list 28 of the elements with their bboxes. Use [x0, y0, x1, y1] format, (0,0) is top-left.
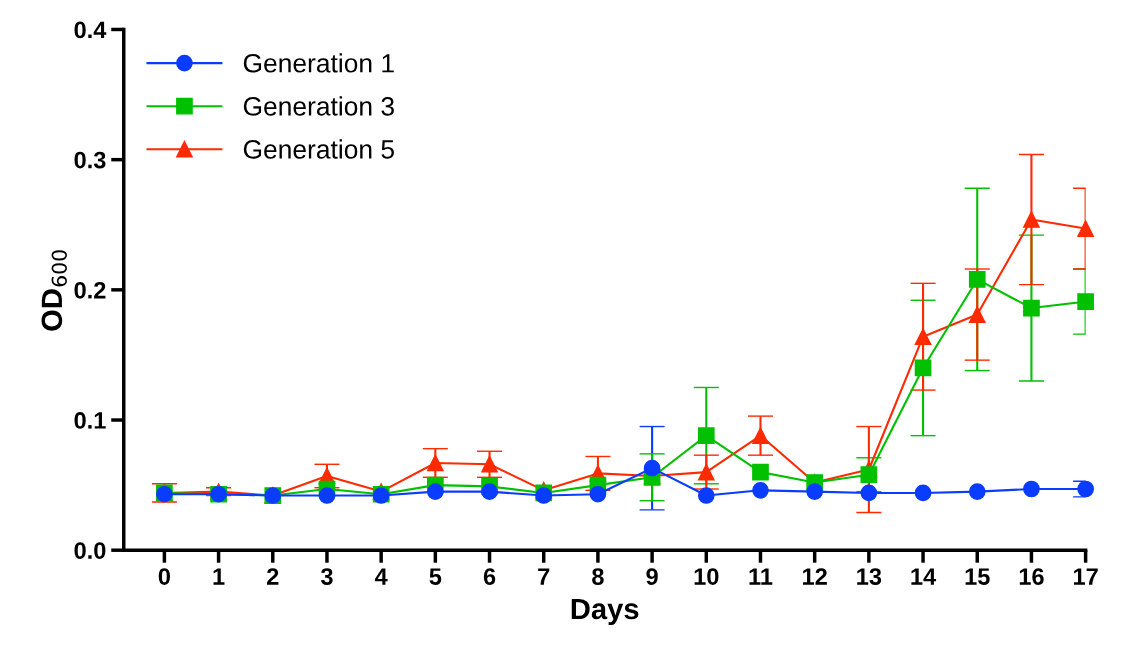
- x-tick-label: 16: [1019, 568, 1044, 585]
- x-tick-label: 4: [374, 568, 388, 585]
- x-tick-label: 14: [911, 568, 937, 585]
- x-tick-label: 1: [213, 568, 225, 585]
- y-tick-label: 0.2: [74, 281, 106, 299]
- legend-label: Generation 3: [243, 96, 394, 116]
- x-tick-label: 15: [965, 568, 990, 585]
- x-tick-label: 8: [592, 568, 604, 585]
- x-tick-label: 5: [429, 568, 442, 585]
- legend-label: Generation 1: [243, 53, 394, 73]
- x-tick-label: 10: [694, 568, 719, 585]
- x-tick-label: 13: [857, 568, 882, 585]
- x-tick-label: 11: [749, 568, 773, 585]
- y-tick-label: 0.0: [74, 542, 106, 559]
- y-axis-title: OD$_{600}$: [41, 250, 67, 331]
- y-tick-label: 0.1: [74, 412, 106, 429]
- x-tick-label: 6: [483, 568, 496, 585]
- x-axis-title: Days: [571, 598, 639, 626]
- y-tick-label: 0.3: [74, 151, 106, 169]
- x-tick-label: 2: [267, 568, 279, 585]
- legend-label: Generation 5: [243, 139, 394, 159]
- x-tick-label: 0: [158, 568, 170, 585]
- y-tick-label: 0.4: [74, 21, 107, 39]
- x-tick-label: 7: [538, 568, 550, 585]
- x-tick-label: 3: [320, 568, 333, 585]
- x-tick-label: 9: [646, 568, 658, 585]
- x-tick-label: 17: [1073, 568, 1098, 585]
- x-tick-label: 12: [803, 568, 827, 585]
